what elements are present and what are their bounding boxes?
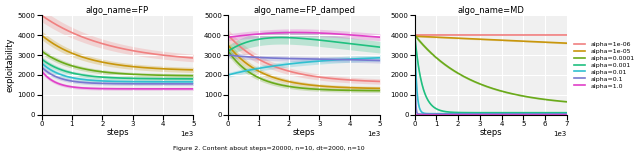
Text: Figure 2. Content about steps=20000, n=10, dt=2000, n=10: Figure 2. Content about steps=20000, n=1… [173,147,365,152]
X-axis label: steps: steps [106,128,129,137]
Legend: alpha=1e-06, alpha=1e-05, alpha=0.0001, alpha=0.001, alpha=0.01, alpha=0.1, alph: alpha=1e-06, alpha=1e-05, alpha=0.0001, … [574,41,635,88]
Title: algo_name=FP: algo_name=FP [86,6,149,15]
Y-axis label: exploitability: exploitability [6,38,15,92]
Title: algo_name=FP_damped: algo_name=FP_damped [253,6,355,15]
Title: algo_name=MD: algo_name=MD [457,6,524,15]
X-axis label: steps: steps [292,128,316,137]
X-axis label: steps: steps [479,128,502,137]
